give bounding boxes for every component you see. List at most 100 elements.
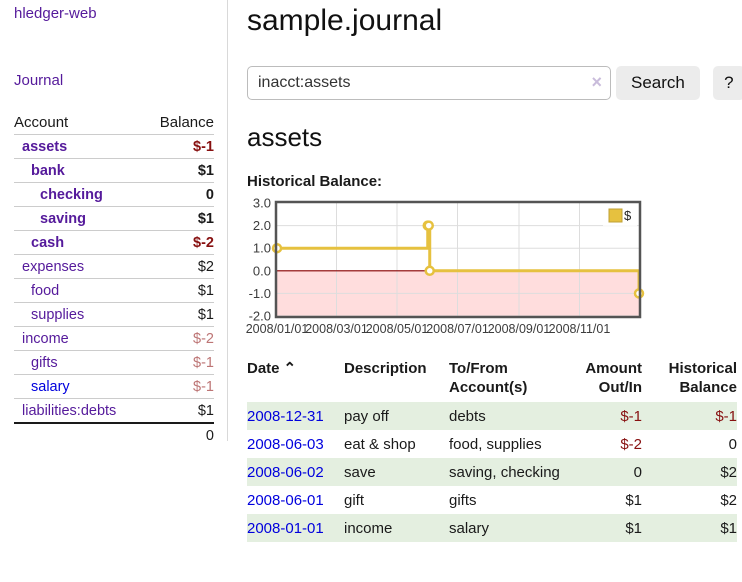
account-heading: assets: [247, 122, 323, 152]
y-axis-tick-label: -2.0: [249, 309, 271, 324]
register-row[interactable]: 2008-06-03 eat & shop food, supplies $-2 0: [247, 430, 737, 458]
app-title-link[interactable]: hledger-web: [14, 5, 97, 22]
sidebar: hledger-web Journal Account Balance asse…: [0, 0, 228, 447]
legend-swatch-icon: [608, 208, 623, 223]
sidebar-account-income[interactable]: income: [22, 330, 69, 347]
transaction-amount: $-2: [620, 435, 642, 453]
sidebar-account-cash[interactable]: cash: [31, 234, 65, 251]
account-row: liabilities:debts $1: [14, 398, 214, 423]
account-name-cell: income: [14, 326, 145, 351]
register-header-row: Date ⌃ Description To/From Account(s) Amo…: [247, 357, 737, 402]
register-row[interactable]: 2008-06-01 gift gifts $1 $2: [247, 486, 737, 514]
register-table-body: 2008-12-31 pay off debts $-1 $-1 2008-06-03 ea…: [247, 402, 737, 542]
transaction-accounts: salary: [449, 519, 490, 537]
transaction-date-link[interactable]: 2008-06-01: [247, 491, 324, 509]
sidebar-account-balance: $-1: [144, 374, 214, 399]
account-row: assets $-1: [14, 134, 214, 159]
sidebar-item-journal[interactable]: Journal: [14, 72, 64, 89]
account-name-cell: liabilities:debts: [14, 398, 145, 423]
accounts-table-header-row: Account Balance: [14, 111, 214, 135]
chart-data-point[interactable]: [423, 220, 434, 231]
transaction-balance: $2: [720, 463, 737, 481]
sidebar-account-balance: $-1: [144, 134, 214, 159]
sidebar-account-balance: 0: [144, 182, 214, 207]
account-name-cell: supplies: [14, 302, 145, 327]
chart-title: Historical Balance:: [247, 173, 383, 190]
accounts-header-account: Account: [14, 114, 69, 131]
y-axis-tick-label: -1.0: [249, 286, 271, 301]
account-row: salary $-1: [14, 374, 214, 399]
sidebar-account-liabilities-debts[interactable]: liabilities:debts: [22, 402, 117, 419]
sort-ascending-icon: ⌃: [283, 360, 297, 377]
transaction-date-link[interactable]: 2008-06-03: [247, 435, 324, 453]
register-row[interactable]: 2008-01-01 income salary $1 $1: [247, 514, 737, 542]
sidebar-account-food[interactable]: food: [31, 282, 60, 299]
chart-border: [274, 200, 642, 319]
transaction-date-link[interactable]: 2008-01-01: [247, 519, 324, 537]
transaction-date-link[interactable]: 2008-06-02: [247, 463, 324, 481]
sidebar-account-gifts[interactable]: gifts: [31, 354, 58, 371]
sidebar-account-expenses[interactable]: expenses: [22, 258, 85, 275]
account-row: income $-2: [14, 326, 214, 351]
sidebar-account-balance: $1: [144, 158, 214, 183]
transaction-date-cell: 2008-06-03: [247, 430, 344, 458]
transaction-balance: $-1: [715, 407, 737, 425]
sidebar-account-supplies[interactable]: supplies: [31, 306, 85, 323]
sidebar-account-salary[interactable]: salary: [31, 378, 70, 395]
transaction-date-cell: 2008-06-02: [247, 458, 344, 486]
transaction-accounts: food, supplies: [449, 435, 542, 453]
register-row[interactable]: 2008-06-02 save saving, checking 0 $2: [247, 458, 737, 486]
sidebar-account-saving[interactable]: saving: [40, 210, 86, 227]
accounts-header-balance: Balance: [159, 114, 214, 131]
transaction-accounts: gifts: [449, 491, 477, 509]
legend-label: $: [624, 208, 632, 223]
sidebar-account-checking[interactable]: checking: [40, 186, 103, 203]
transaction-description: income: [344, 519, 393, 537]
register-header-description: Description: [344, 360, 427, 377]
register-row[interactable]: 2008-12-31 pay off debts $-1 $-1: [247, 402, 737, 430]
transaction-date-cell: 2008-06-01: [247, 486, 344, 514]
transaction-amount: $1: [625, 519, 642, 537]
transaction-accounts: saving, checking: [449, 463, 560, 481]
transaction-amount: 0: [633, 463, 642, 481]
help-button[interactable]: ?: [712, 66, 742, 100]
transaction-amount: $-1: [620, 407, 642, 425]
hledger-web-app: hledger-web Journal Account Balance asse…: [0, 0, 742, 542]
search-input[interactable]: [247, 66, 611, 100]
register-header-date[interactable]: Date ⌃: [247, 360, 297, 377]
transaction-balance: 0: [728, 435, 737, 453]
search-button[interactable]: Search: [616, 66, 700, 100]
transaction-description: pay off: [344, 407, 389, 425]
transaction-balance: $2: [720, 491, 737, 509]
page-title: sample.journal: [247, 4, 443, 37]
x-axis-tick-label: 2008/03/01: [305, 322, 368, 336]
account-row: saving $1: [14, 206, 214, 231]
transaction-description: save: [344, 463, 376, 481]
account-row: food $1: [14, 278, 214, 303]
clear-search-icon[interactable]: ×: [591, 72, 602, 92]
account-row: gifts $-1: [14, 350, 214, 375]
historical-balance-chart: $3.0 2.0 1.0 0.0 -1.0 -2.02008/01/012008/03/0…: [246, 196, 645, 336]
account-row: bank $1: [14, 158, 214, 183]
account-name-cell: gifts: [14, 350, 145, 375]
x-axis-tick-label: 2008/01/01: [246, 322, 309, 336]
account-name-cell: salary: [14, 374, 145, 399]
account-name-cell: bank: [14, 158, 145, 183]
transaction-date-link[interactable]: 2008-12-31: [247, 407, 324, 425]
x-axis-tick-label: 2008/09/01: [488, 322, 551, 336]
x-axis-tick-label: 2008/11/01: [549, 322, 611, 336]
sidebar-account-bank[interactable]: bank: [31, 162, 65, 179]
accounts-total-value: 0: [144, 422, 214, 447]
chart-data-point[interactable]: [424, 265, 435, 277]
transaction-date-cell: 2008-01-01: [247, 514, 344, 542]
main-content: sample.journal × Search ? assets Histori…: [228, 0, 742, 542]
sidebar-account-balance: $1: [144, 398, 214, 423]
sidebar-account-balance: $-2: [144, 230, 214, 255]
transaction-description: gift: [344, 491, 365, 509]
account-name-cell: food: [14, 278, 145, 303]
accounts-table: Account Balance assets $-1 bank $1 checking 0…: [14, 111, 214, 447]
sidebar-account-assets[interactable]: assets: [22, 138, 68, 155]
transaction-accounts: debts: [449, 407, 486, 425]
sidebar-account-balance: $-1: [144, 350, 214, 375]
transaction-date-cell: 2008-12-31: [247, 402, 344, 430]
